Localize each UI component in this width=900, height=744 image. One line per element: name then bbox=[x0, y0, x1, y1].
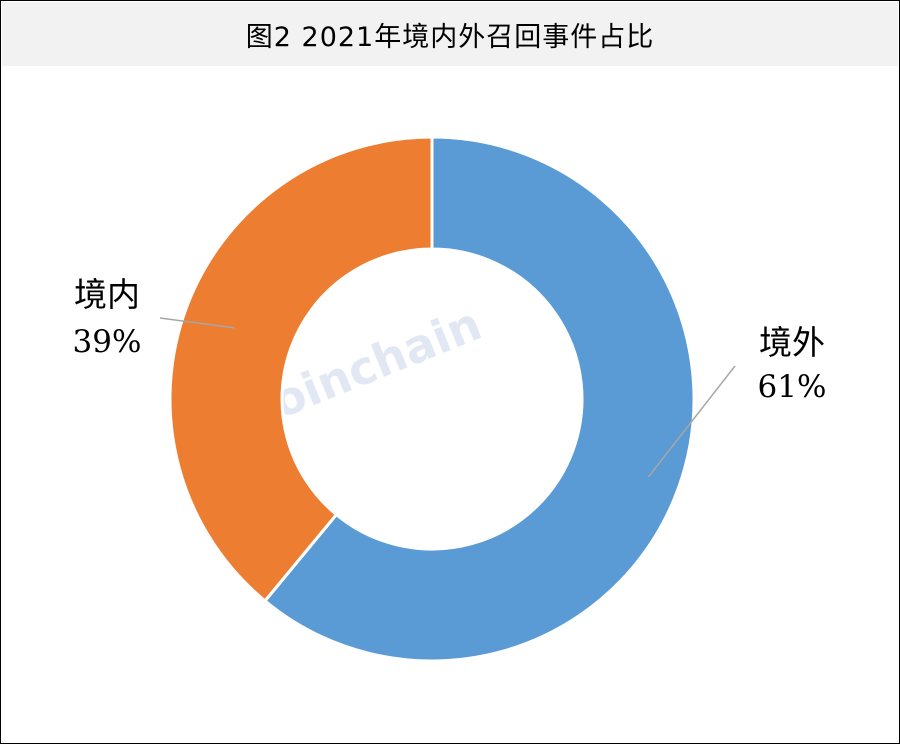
slice-label-name-overseas: 境外 bbox=[759, 323, 825, 362]
title-bar: 图2 2021年境内外召回事件占比 bbox=[2, 2, 898, 66]
donut-slice-overseas bbox=[262, 135, 696, 663]
slice-labels: 境外 61% 境内 39% bbox=[73, 275, 827, 478]
leader-line-overseas bbox=[647, 365, 736, 478]
chart-title: 图2 2021年境内外召回事件占比 bbox=[245, 21, 655, 53]
leader-line-domestic bbox=[159, 317, 235, 329]
donut-slices bbox=[168, 135, 696, 663]
slice-label-percent-domestic: 39% bbox=[73, 324, 142, 360]
slice-label-name-domestic: 境内 bbox=[74, 275, 140, 314]
slice-label-percent-overseas: 61% bbox=[758, 369, 827, 405]
donut-slice-domestic bbox=[168, 135, 434, 603]
